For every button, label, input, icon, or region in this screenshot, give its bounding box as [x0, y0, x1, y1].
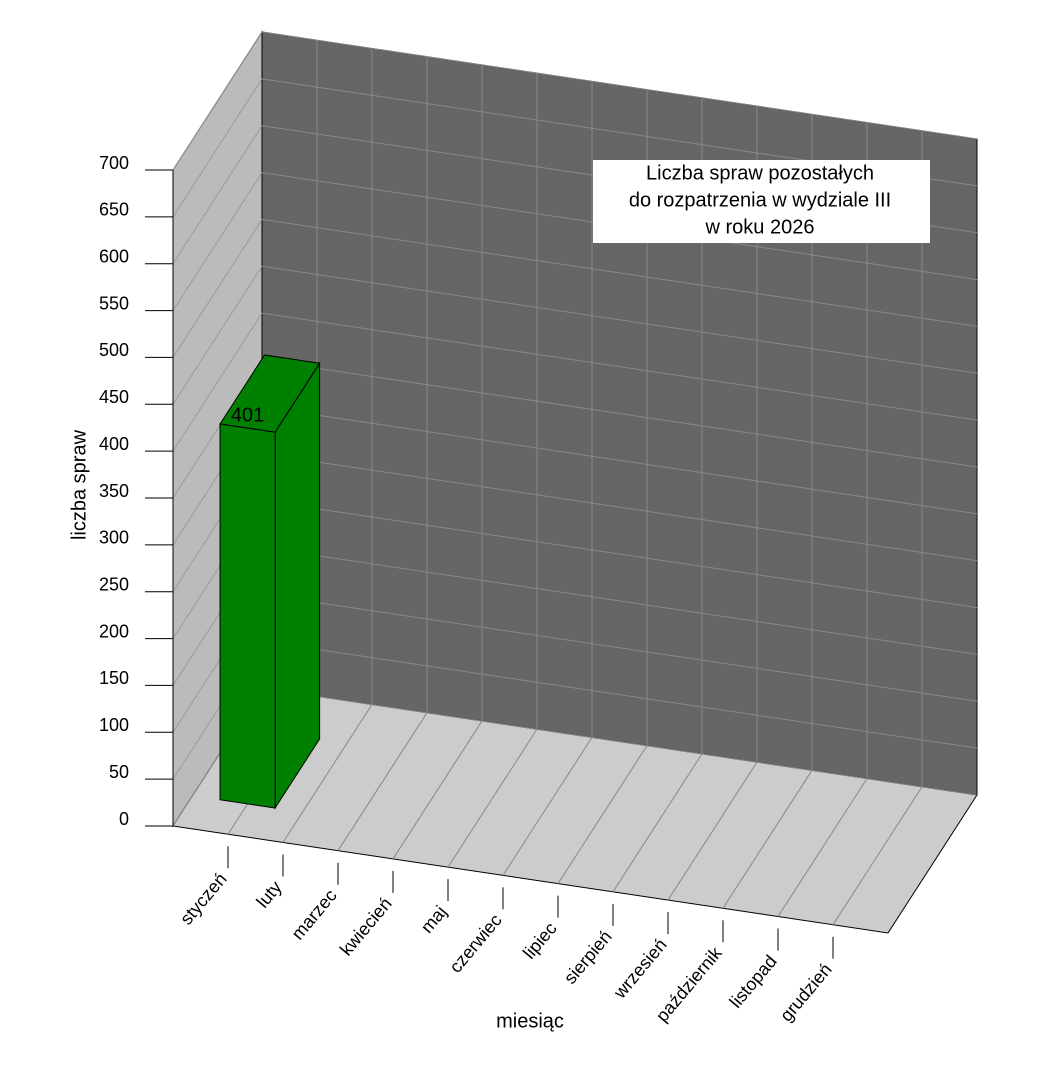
x-tick-label: luty [252, 877, 285, 911]
x-tick-label: maj [417, 902, 451, 937]
y-tick-label: 350 [99, 481, 129, 501]
grid-line [261, 265, 978, 374]
grid-line [172, 312, 263, 452]
y-tick-label: 200 [99, 621, 129, 641]
floor-grid-line [447, 728, 538, 868]
bar-front [219, 423, 276, 809]
grid-line [172, 219, 263, 358]
grid-line [261, 640, 978, 749]
y-tick-label: 500 [99, 340, 129, 360]
x-tick-label: marzec [287, 885, 340, 943]
chart-title: w roku 2026 [705, 216, 815, 238]
grid-line [172, 172, 263, 311]
floor-grid-line [612, 753, 703, 893]
grid-line [261, 453, 978, 562]
x-tick-label: lipiec [519, 918, 561, 962]
y-tick-label: 400 [99, 434, 129, 454]
grid-line [261, 500, 978, 609]
x-axis-label: miesiąc [496, 1010, 564, 1032]
x-tick-label: kwiecień [336, 894, 396, 960]
bar-side [274, 361, 321, 810]
y-tick-label: 150 [99, 668, 129, 688]
y-tick-label: 0 [119, 809, 129, 829]
floor-grid-line [392, 720, 483, 860]
chart-title: Liczba spraw pozostałych [646, 162, 874, 184]
floor-grid-line [337, 712, 428, 851]
title-box [593, 160, 930, 243]
x-tick-label: grudzień [776, 960, 836, 1026]
grid-line [172, 266, 263, 405]
y-axis-label: liczba spraw [68, 429, 90, 540]
grid-line [261, 406, 978, 515]
grid-line [172, 78, 263, 218]
grid-line [261, 593, 978, 702]
y-tick-label: 250 [99, 574, 129, 594]
floor-grid-line [502, 737, 593, 876]
x-tick-label: styczeń [176, 869, 231, 929]
y-tick-label: 450 [99, 387, 129, 407]
y-tick-label: 650 [99, 200, 129, 220]
y-tick-label: 50 [109, 762, 129, 782]
grid-line [261, 218, 978, 327]
grid-line [172, 31, 263, 171]
chart-title: do rozpatrzenia w wydziale III [629, 189, 891, 211]
grid-line [261, 359, 978, 468]
floor-grid-line [282, 704, 373, 843]
floor-grid-line [557, 745, 648, 884]
grid-line [261, 546, 978, 655]
grid-line [172, 125, 263, 264]
bar [219, 354, 321, 810]
floor-grid-line [667, 761, 758, 901]
grid-line [261, 687, 978, 796]
y-tick-label: 600 [99, 246, 129, 266]
y-tick-label: 700 [99, 153, 129, 173]
floor-grid-line [832, 786, 923, 926]
floor-grid-line [722, 770, 813, 909]
x-tick-label: listopad [725, 951, 780, 1011]
x-tick-label: czerwiec [445, 910, 505, 976]
x-tick-label: wrzesień [609, 935, 671, 1003]
grid-line [261, 312, 978, 421]
grid-line [261, 31, 978, 140]
x-tick-label: sierpień [560, 927, 616, 988]
y-tick-label: 100 [99, 715, 129, 735]
floor-grid-line [777, 778, 868, 917]
data-label: 401 [231, 404, 264, 426]
y-tick-label: 550 [99, 293, 129, 313]
y-tick-label: 300 [99, 528, 129, 548]
